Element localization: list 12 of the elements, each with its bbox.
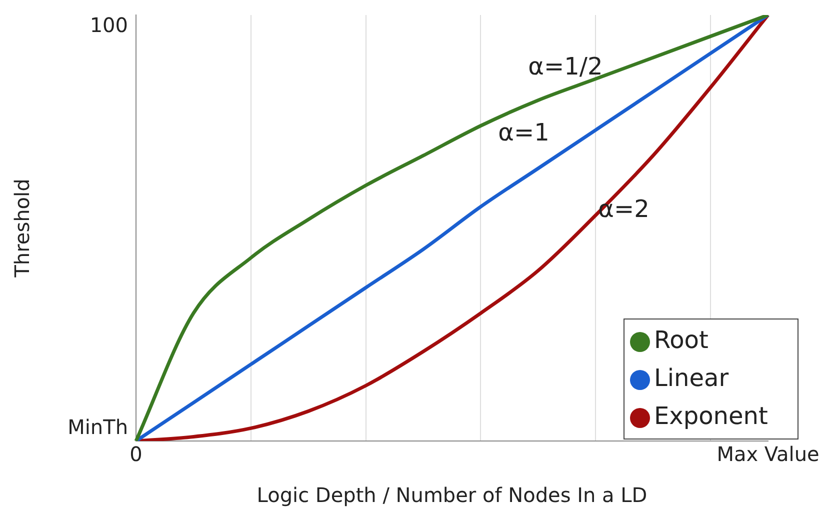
y-axis-title: Threshold <box>10 178 34 278</box>
annotation: α=2 <box>598 194 650 223</box>
legend-label: Exponent <box>654 402 768 430</box>
annotation: α=1/2 <box>528 52 603 80</box>
legend-label: Linear <box>654 364 729 392</box>
x-tick-label: Max Value <box>716 442 820 466</box>
annotation: α=1 <box>498 118 550 147</box>
x-axis-title: Logic Depth / Number of Nodes In a LD <box>256 483 648 508</box>
legend-label: Root <box>654 326 708 354</box>
x-tick-label: 0 <box>130 442 142 466</box>
text: 100 <box>90 13 128 38</box>
text: MinTh <box>68 415 128 440</box>
